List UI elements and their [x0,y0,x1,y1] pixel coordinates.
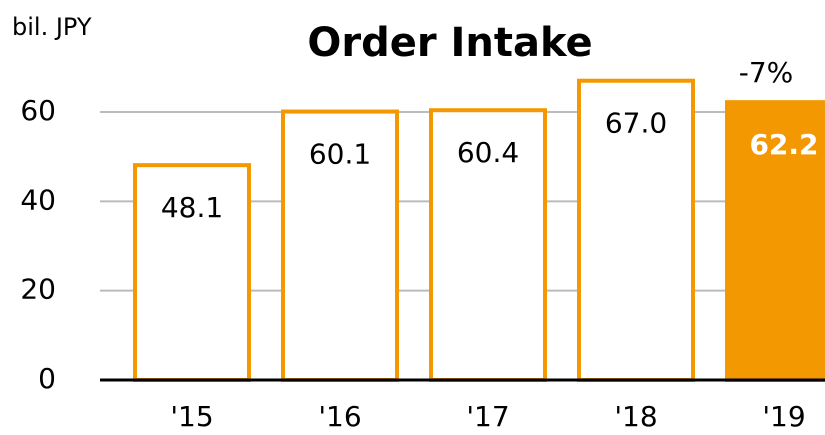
y-tick-label: 60 [20,94,56,127]
value-label: 60.1 [309,138,371,171]
value-label: 48.1 [161,191,223,224]
value-label: 62.2 [749,128,818,161]
bar [133,163,251,382]
x-tick-label: '19 [762,400,805,433]
x-tick-label: '17 [466,400,509,433]
y-axis-label: bil. JPY [12,13,92,41]
bar [281,109,399,382]
x-tick-label: '16 [318,400,361,433]
bar [429,108,547,382]
value-label: 67.0 [605,107,667,140]
x-tick-label: '15 [170,400,213,433]
y-tick-label: 20 [20,273,56,306]
y-tick-label: 0 [38,362,56,395]
annotation: -7% [739,56,794,89]
y-tick-label: 40 [20,183,56,216]
x-tick-label: '18 [614,400,657,433]
value-label: 60.4 [457,136,519,169]
chart-title: Order Intake [307,20,592,66]
